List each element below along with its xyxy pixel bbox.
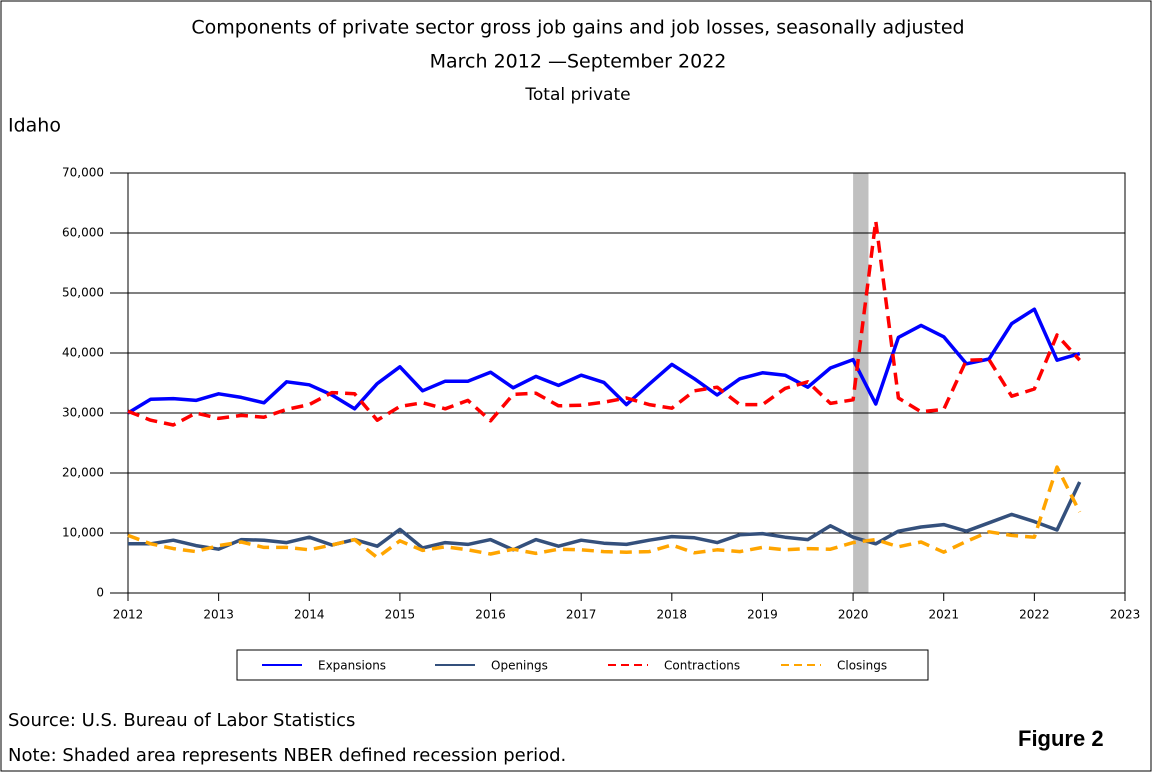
y-tick-label: 70,000 [62,166,104,180]
x-tick-label: 2014 [294,608,325,622]
x-tick-label: 2021 [928,608,959,622]
x-tick-label: 2020 [838,608,869,622]
legend-box [236,649,929,681]
x-tick-label: 2017 [566,608,597,622]
plot-frame [127,172,1126,594]
chart-subtitle: Total private [524,85,630,105]
source: Source: U.S. Bureau of Labor Statistics [8,710,355,731]
x-tick-label: 2016 [475,608,506,622]
legend-label: Openings [491,659,548,673]
chart-title: Components of private sector gross job g… [191,17,964,39]
y-tick-label: 10,000 [62,526,104,540]
x-tick-label: 2013 [203,608,234,622]
y-tick-label: 40,000 [62,346,104,360]
series-line [128,481,1082,552]
series-line [127,307,1081,415]
chart-subtitle: March 2012 —September 2022 [430,51,727,73]
y-tick-label: 0 [96,586,104,600]
note: Note: Shaded area represents NBER define… [8,745,566,766]
recession-shade [853,173,869,593]
x-tick-label: 2023 [1110,608,1141,622]
x-tick-label: 2019 [747,608,778,622]
y-tick-label: 60,000 [62,226,104,240]
series-line [127,465,1082,560]
y-tick-label: 50,000 [62,286,104,300]
x-tick-label: 2015 [385,608,416,622]
legend-label: Closings [837,659,887,673]
x-tick-label: 2012 [113,608,144,622]
y-tick-label: 30,000 [62,406,104,420]
x-tick-label: 2018 [657,608,688,622]
region-label: Idaho [8,115,61,137]
legend-label: Contractions [664,659,740,673]
figure-label: Figure 2 [1018,726,1104,751]
legend-label: Expansions [318,659,386,673]
y-tick-label: 20,000 [62,466,104,480]
x-tick-label: 2022 [1019,608,1050,622]
